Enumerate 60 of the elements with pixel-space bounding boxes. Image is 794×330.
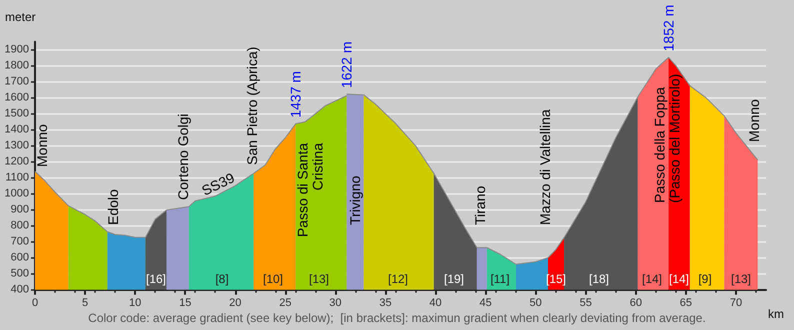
data-label: 1622 m bbox=[338, 41, 355, 88]
y-tick-label: 1500 bbox=[4, 108, 29, 120]
x-tick-label: 5 bbox=[82, 297, 88, 310]
x-tick-label: 15 bbox=[179, 297, 192, 310]
annotation: [13] bbox=[308, 272, 330, 286]
y-tick-label: 500 bbox=[10, 268, 29, 280]
x-tick-label: 10 bbox=[129, 297, 142, 310]
x-tick-label: 40 bbox=[429, 297, 442, 310]
y-tick-label: 900 bbox=[10, 204, 29, 216]
x-tick-label: 70 bbox=[730, 297, 742, 310]
y-axis-title: meter bbox=[5, 10, 36, 24]
annotation: Mazzo di Valtellina bbox=[537, 109, 553, 225]
y-tick-label: 1100 bbox=[5, 172, 29, 184]
y-tick-label: 600 bbox=[10, 252, 29, 264]
annotation: [13] bbox=[730, 272, 752, 286]
x-tick-label: 55 bbox=[580, 297, 592, 310]
y-tick-label: 1800 bbox=[4, 60, 29, 72]
annotation: [19] bbox=[444, 272, 464, 286]
annotation: [18] bbox=[588, 272, 610, 286]
annotation: Tirano bbox=[472, 186, 488, 225]
annotation: Monno bbox=[34, 124, 50, 167]
annotation: [12] bbox=[388, 272, 408, 286]
y-tick-label: 1700 bbox=[4, 76, 29, 88]
y-tick-label: 1300 bbox=[4, 140, 29, 152]
x-tick-label: 50 bbox=[530, 297, 542, 310]
annotation: Monno bbox=[746, 98, 762, 142]
y-tick-label: 400 bbox=[10, 284, 29, 296]
annotation: [8] bbox=[215, 272, 229, 286]
y-tick-label: 1600 bbox=[4, 92, 29, 104]
annotation: Corteno Golgi bbox=[175, 114, 191, 200]
annotation: [11] bbox=[490, 272, 510, 286]
annotation: [16] bbox=[146, 272, 166, 286]
annotation: [10] bbox=[262, 272, 284, 286]
x-tick-label: 65 bbox=[680, 297, 692, 310]
y-tick-label: 800 bbox=[10, 220, 29, 232]
annotation: SS39 bbox=[199, 169, 238, 199]
y-tick-label: 1400 bbox=[4, 124, 29, 136]
text: Color code: average gradient (see key below); [in brackets]: maximun gradient when clearly deviating from average. bbox=[88, 311, 706, 325]
annotation: Edolo bbox=[105, 188, 121, 225]
y-tick-label: 1200 bbox=[4, 156, 29, 168]
annotation: San Pietro (Aprica) bbox=[244, 46, 260, 165]
x-tick-label: 60 bbox=[630, 297, 642, 310]
annotation: Trivigno bbox=[347, 176, 363, 225]
x-tick-label: 45 bbox=[479, 297, 492, 310]
annotation: Passo della Foppa (Passo del Mortirolo) bbox=[652, 74, 682, 203]
annotation: [9] bbox=[698, 272, 712, 286]
data-label: 1437 m bbox=[288, 71, 304, 118]
y-tick-label: 1900 bbox=[4, 44, 29, 56]
annotation: Passo di Santa Cristina bbox=[294, 142, 326, 238]
annotation: [14] bbox=[642, 272, 662, 286]
y-tick-label: 700 bbox=[10, 236, 29, 248]
x-tick-label: 30 bbox=[329, 297, 342, 310]
x-tick-label: 35 bbox=[379, 297, 392, 310]
x-tick-label: 20 bbox=[229, 297, 242, 310]
y-tick-label: 1000 bbox=[4, 188, 29, 200]
x-axis-title: km bbox=[768, 307, 784, 321]
x-tick-label: 0 bbox=[32, 297, 38, 310]
data-label: 1852 m bbox=[660, 4, 677, 52]
annotation: [14] bbox=[668, 272, 690, 286]
x-tick-label: 25 bbox=[279, 297, 292, 310]
